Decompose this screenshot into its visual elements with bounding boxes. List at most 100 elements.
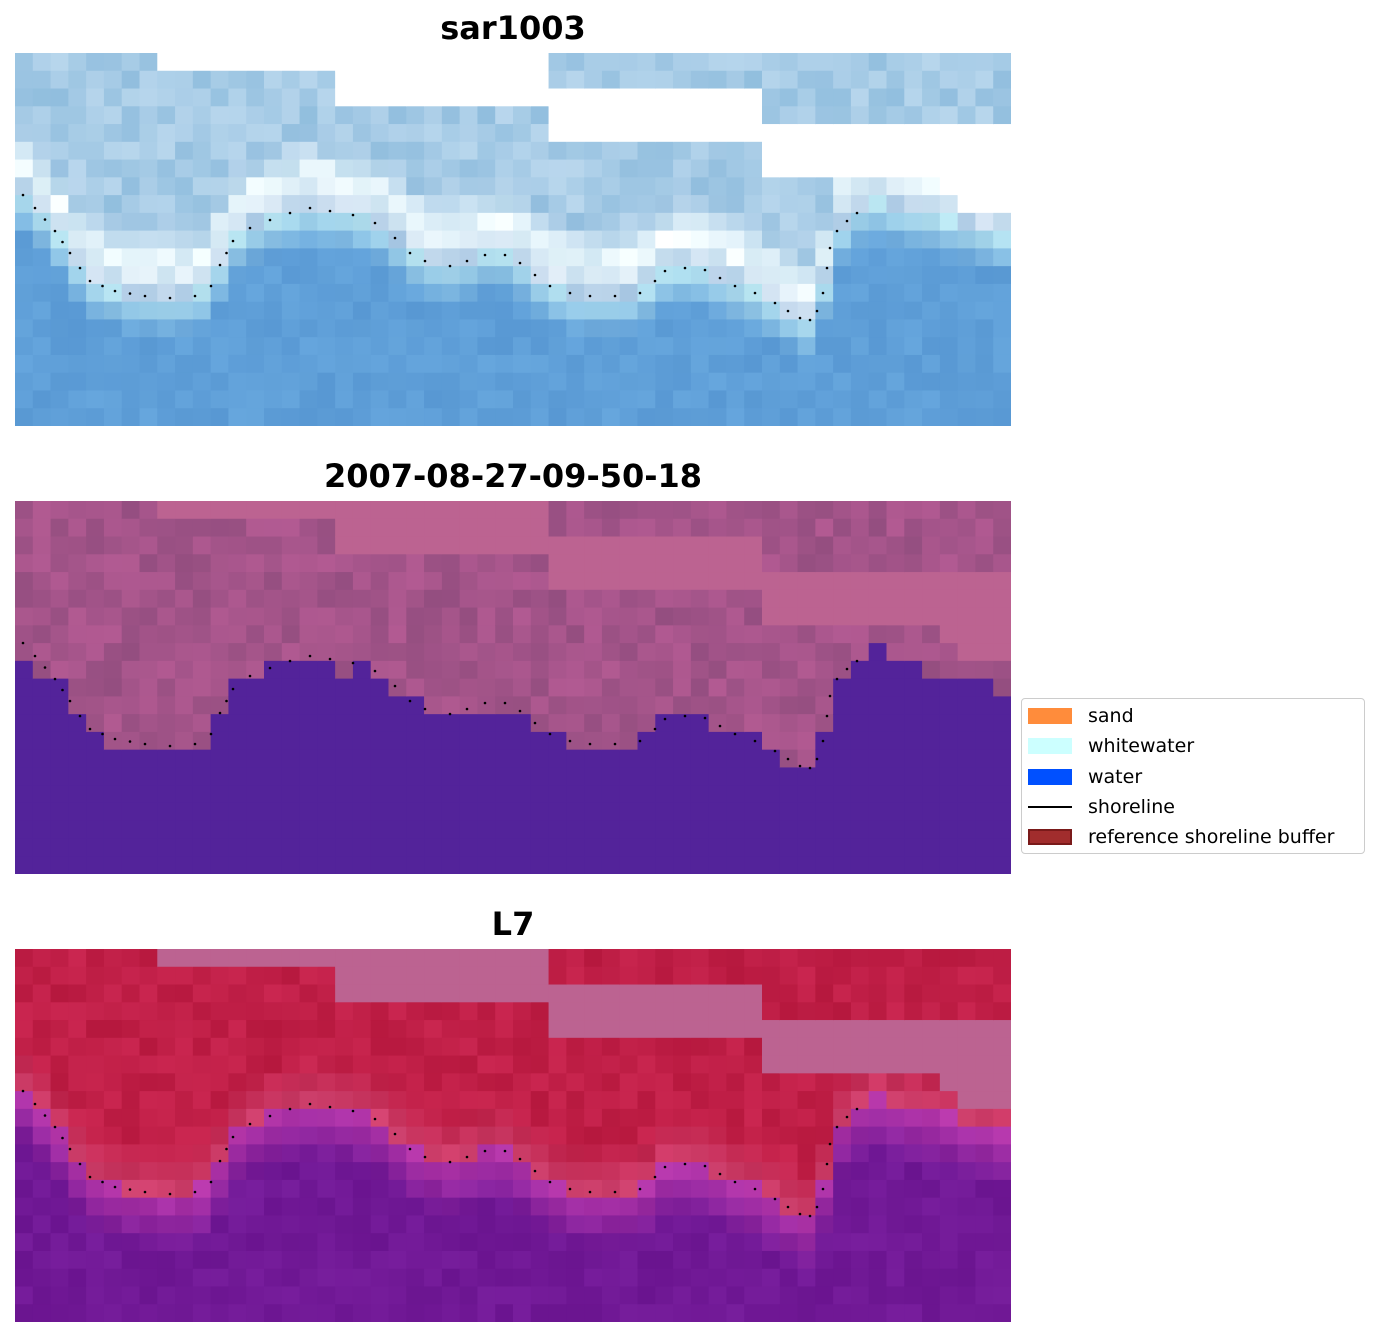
raster-pixel: [388, 390, 407, 409]
raster-pixel: [833, 785, 852, 804]
raster-pixel: [708, 1091, 728, 1110]
raster-pixel: [299, 159, 318, 178]
raster-pixel: [50, 195, 69, 214]
raster-pixel: [495, 536, 514, 555]
shoreline-point: [448, 1160, 452, 1164]
raster-pixel: [975, 106, 994, 125]
raster-pixel: [32, 1233, 52, 1252]
raster-pixel: [459, 1162, 479, 1181]
raster-pixel: [513, 106, 532, 125]
raster-pixel: [762, 696, 781, 715]
raster-pixel: [477, 749, 496, 769]
raster-pixel: [370, 195, 390, 214]
raster-pixel: [833, 607, 852, 626]
raster-pixel: [15, 354, 34, 374]
raster-pixel: [922, 785, 941, 804]
raster-pixel: [210, 124, 230, 143]
raster-pixel: [15, 838, 34, 857]
raster-pixel: [673, 1055, 692, 1074]
raster-pixel: [513, 1020, 532, 1039]
raster-pixel: [904, 820, 923, 840]
raster-pixel: [619, 1002, 639, 1021]
shoreline-point: [718, 1172, 722, 1176]
raster-pixel: [192, 1126, 212, 1145]
raster-pixel: [779, 696, 799, 715]
raster-pixel: [904, 212, 923, 232]
raster-pixel: [637, 767, 656, 786]
raster-pixel: [157, 1179, 176, 1199]
raster-pixel: [584, 1268, 603, 1288]
raster-pixel: [157, 856, 176, 874]
raster-pixel: [68, 802, 87, 822]
raster-pixel: [850, 838, 870, 857]
raster-pixel: [210, 1126, 230, 1145]
raster-pixel: [121, 1144, 141, 1163]
raster-pixel: [441, 1037, 461, 1057]
raster-pixel: [957, 266, 977, 285]
raster-pixel: [975, 1233, 994, 1252]
shoreline-point: [43, 1114, 47, 1117]
raster-pixel: [673, 714, 692, 733]
raster-pixel: [904, 949, 923, 968]
raster-pixel: [530, 1091, 550, 1110]
raster-pixel: [886, 1268, 905, 1288]
raster-pixel: [352, 212, 372, 232]
raster-pixel: [157, 195, 176, 214]
raster-pixel: [922, 1304, 941, 1322]
raster-pixel: [655, 248, 674, 267]
raster-pixel: [281, 660, 301, 680]
raster-pixel: [833, 1179, 852, 1199]
raster-pixel: [779, 984, 799, 1003]
raster-pixel: [530, 1250, 550, 1270]
raster-pixel: [904, 1144, 923, 1163]
raster-pixel: [86, 501, 105, 520]
raster-pixel: [673, 195, 692, 214]
raster-pixel: [673, 1162, 692, 1181]
raster-pixel: [50, 1037, 69, 1057]
raster-pixel: [975, 177, 994, 196]
raster-pixel: [975, 572, 994, 591]
shoreline-point: [68, 251, 72, 255]
shoreline-point: [393, 684, 397, 688]
shoreline-point: [78, 714, 82, 718]
raster-pixel: [601, 554, 621, 573]
raster-pixel: [299, 1020, 318, 1039]
raster-pixel: [352, 1179, 372, 1199]
raster-pixel: [441, 1162, 461, 1181]
raster-pixel: [726, 589, 745, 609]
raster-pixel: [993, 949, 1011, 968]
raster-pixel: [264, 1179, 283, 1199]
raster-pixel: [637, 589, 656, 609]
raster-pixel: [637, 1197, 656, 1217]
raster-pixel: [815, 390, 834, 409]
raster-pixel: [388, 518, 407, 538]
raster-pixel: [228, 1162, 247, 1181]
raster-pixel: [886, 607, 905, 626]
raster-pixel: [335, 838, 354, 857]
raster-pixel: [904, 337, 923, 356]
raster-pixel: [157, 572, 176, 591]
raster-pixel: [922, 501, 941, 520]
raster-pixel: [797, 767, 816, 786]
raster-pixel: [317, 536, 336, 555]
raster-pixel: [192, 820, 212, 840]
raster-pixel: [513, 767, 532, 786]
raster-pixel: [299, 177, 318, 196]
raster-pixel: [68, 1037, 87, 1057]
raster-pixel: [246, 141, 265, 161]
raster-pixel: [441, 856, 461, 874]
shoreline-point: [53, 677, 57, 681]
raster-pixel: [762, 949, 781, 968]
raster-pixel: [139, 767, 158, 786]
raster-pixel: [175, 625, 194, 644]
shoreline-point: [773, 301, 777, 305]
raster-pixel: [548, 88, 567, 107]
raster-pixel: [779, 714, 799, 733]
raster-pixel: [210, 607, 230, 626]
raster-pixel: [388, 572, 407, 591]
raster-pixel: [708, 1215, 728, 1234]
raster-pixel: [726, 820, 745, 840]
raster-pixel: [548, 159, 567, 178]
raster-pixel: [797, 283, 816, 303]
raster-pixel: [103, 301, 123, 321]
